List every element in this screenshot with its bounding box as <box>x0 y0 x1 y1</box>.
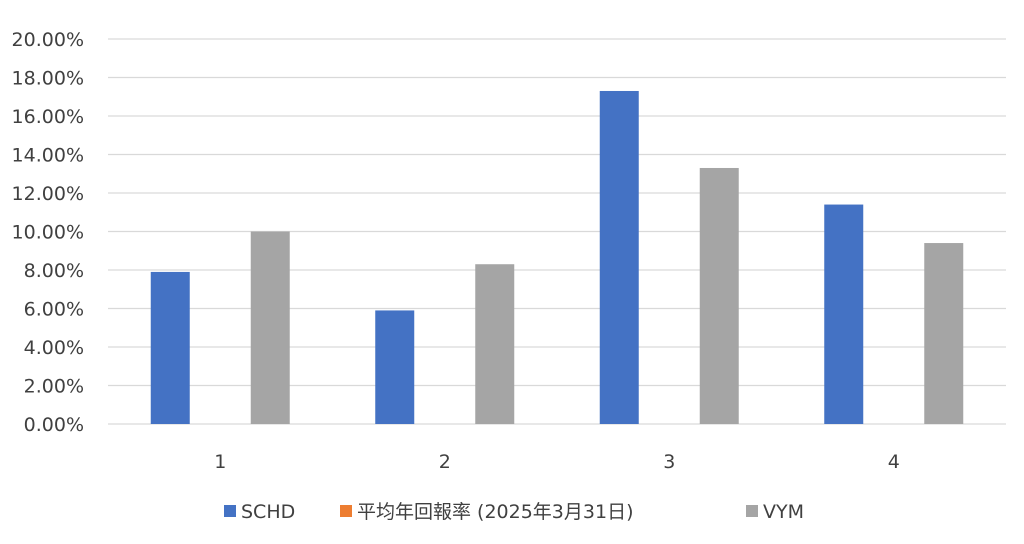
x-tick-label: 4 <box>888 451 900 473</box>
gridlines <box>108 38 1006 425</box>
legend-label: SCHD <box>241 501 295 523</box>
legend-swatch <box>224 505 236 517</box>
y-tick-label: 18.00% <box>12 68 84 90</box>
y-tick-label: 12.00% <box>12 183 84 205</box>
bar-schd-1 <box>150 271 190 424</box>
legend-swatch <box>746 505 758 517</box>
y-tick-label: 14.00% <box>12 145 84 167</box>
x-tick-label: 3 <box>663 451 675 473</box>
y-axis-tick-labels: 0.00% 2.00% 4.00% 6.00% 8.00% 10.00% 12.00% 14.… <box>12 29 84 436</box>
y-tick-label: 4.00% <box>24 337 84 359</box>
x-tick-label: 1 <box>214 451 226 473</box>
y-tick-label: 20.00% <box>12 29 84 51</box>
bar-vym-1 <box>250 231 290 424</box>
legend-label: 平均年回報率 (2025年3月31日) <box>357 501 633 523</box>
bar-schd-2 <box>375 310 415 424</box>
y-tick-label: 10.00% <box>12 222 84 244</box>
bar-schd-4 <box>824 204 864 424</box>
y-tick-label: 0.00% <box>24 414 84 436</box>
x-axis-tick-labels: 1 2 3 4 <box>214 451 900 473</box>
y-tick-label: 16.00% <box>12 106 84 128</box>
y-tick-label: 6.00% <box>24 299 84 321</box>
bar-vym-3 <box>699 167 739 424</box>
bar-vym-2 <box>475 264 515 424</box>
y-tick-label: 2.00% <box>24 376 84 398</box>
legend: SCHD 平均年回報率 (2025年3月31日) VYM <box>224 501 804 523</box>
y-tick-label: 8.00% <box>24 260 84 282</box>
bars <box>150 90 964 424</box>
bar-schd-3 <box>599 90 639 424</box>
bar-vym-4 <box>924 243 964 424</box>
legend-swatch <box>340 505 352 517</box>
legend-label: VYM <box>763 501 804 523</box>
x-tick-label: 2 <box>439 451 451 473</box>
